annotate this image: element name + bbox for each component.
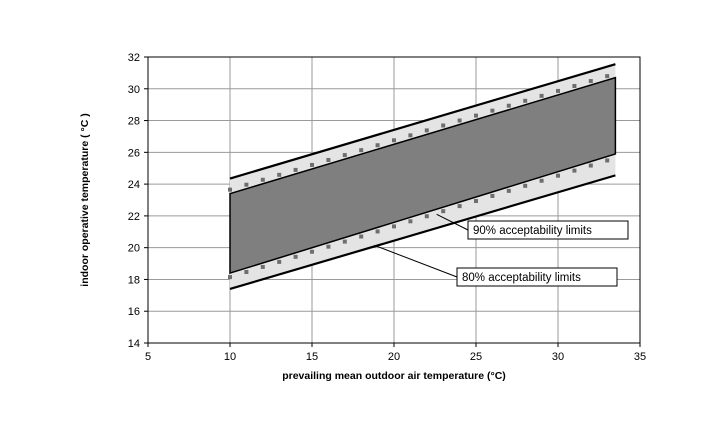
upper-data-point (408, 133, 413, 138)
lower-data-point (572, 168, 577, 173)
upper-data-point (474, 113, 478, 118)
y-tick-label: 20 (128, 243, 140, 255)
upper-data-point (359, 148, 364, 153)
lower-data-point (244, 270, 249, 275)
lower-data-point (392, 224, 396, 229)
x-tick-label: 5 (145, 351, 151, 363)
upper-data-point (326, 158, 331, 163)
upper-data-point (260, 177, 265, 182)
lower-data-point (539, 178, 544, 183)
callout-80-label: 80% acceptability limits (462, 272, 581, 284)
callout-90-label: 90% acceptability limits (473, 225, 592, 237)
y-tick-label: 14 (128, 338, 140, 350)
x-tick-label: 20 (388, 351, 400, 363)
lower-data-point (408, 219, 413, 224)
lower-data-point (588, 163, 593, 168)
y-tick-label: 28 (128, 116, 140, 128)
y-axis-label: indoor operative temperature ( °C ) (79, 113, 91, 286)
upper-data-point (228, 187, 232, 192)
upper-data-point (457, 118, 462, 123)
y-tick-label: 18 (128, 274, 140, 286)
upper-data-point (605, 74, 610, 79)
callout-90-leader (436, 213, 469, 231)
x-tick-label: 25 (470, 351, 482, 363)
x-tick-label: 10 (224, 351, 236, 363)
upper-data-point (392, 138, 396, 143)
upper-data-point (424, 128, 429, 133)
x-tick-label: 35 (634, 351, 646, 363)
lower-data-point (293, 254, 298, 259)
y-tick-label: 16 (128, 306, 140, 318)
lower-data-point (228, 275, 232, 280)
y-tick-label: 32 (128, 52, 140, 64)
lower-data-point (260, 264, 265, 269)
upper-data-point (506, 103, 511, 108)
upper-data-point (310, 162, 314, 167)
upper-data-point (572, 83, 577, 88)
y-tick-label: 26 (128, 147, 140, 159)
lower-data-point (490, 193, 495, 198)
lower-data-point (506, 188, 511, 193)
upper-data-point (588, 79, 593, 84)
comfort-bands (229, 64, 617, 289)
lower-data-point (605, 158, 610, 163)
y-tick-label: 30 (128, 84, 140, 96)
lower-data-point (310, 249, 314, 254)
lower-data-point (424, 214, 429, 219)
limit-80-upper-line (229, 63, 616, 180)
lower-data-point (342, 239, 347, 244)
lower-data-point (457, 204, 462, 209)
upper-data-point (539, 93, 544, 98)
upper-data-point (490, 108, 495, 113)
x-tick-label: 15 (306, 351, 318, 363)
callout-80-leader (374, 244, 458, 278)
band-90-percent (229, 76, 617, 275)
lower-data-point (326, 244, 331, 249)
lower-data-point (556, 173, 560, 178)
lower-data-point (441, 209, 446, 214)
limit-80-lower-line (229, 174, 616, 291)
limit-lines (229, 63, 616, 291)
upper-data-point (244, 182, 249, 187)
callout-80-box (456, 267, 618, 287)
lower-data-point (277, 259, 282, 264)
x-axis-ticks: 5 10 15 20 25 30 35 (145, 343, 646, 363)
x-axis-label: prevailing mean outdoor air temperature … (282, 370, 506, 382)
y-axis-ticks: 14 16 18 20 22 24 26 28 30 32 (128, 52, 148, 350)
callouts: 90% acceptability limits 80% acceptabilit… (374, 213, 629, 287)
lower-data-point (523, 183, 528, 188)
lower-data-point (359, 234, 364, 239)
data-points (228, 74, 610, 280)
upper-data-point (375, 143, 380, 148)
lower-data-point (375, 229, 380, 234)
upper-data-point (277, 172, 282, 177)
lower-data-point (474, 199, 478, 204)
upper-data-point (441, 123, 446, 128)
upper-data-point (293, 167, 298, 172)
y-tick-label: 24 (128, 179, 140, 191)
upper-data-point (342, 153, 347, 158)
y-tick-label: 22 (128, 211, 140, 223)
upper-data-point (523, 98, 528, 103)
callout-90-box (467, 220, 629, 240)
x-tick-label: 30 (552, 351, 564, 363)
upper-data-point (556, 88, 560, 93)
